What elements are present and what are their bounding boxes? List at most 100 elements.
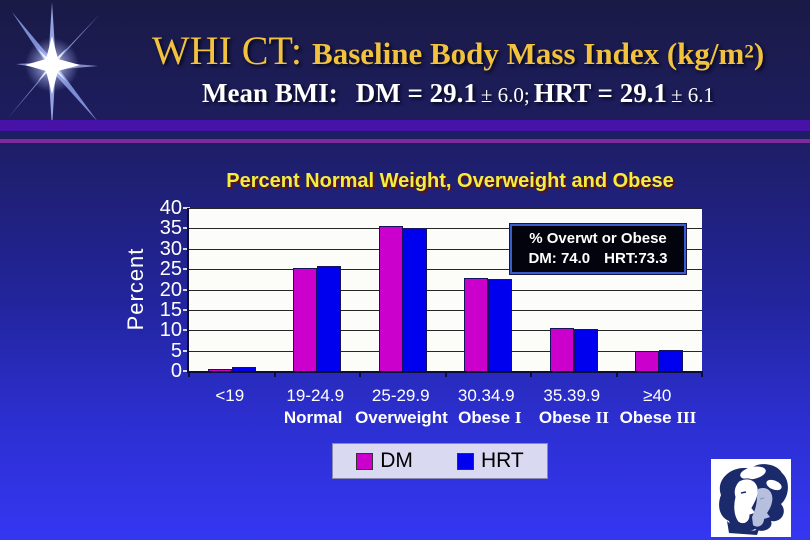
x-tick-mark	[530, 371, 532, 377]
x-tick-mark	[701, 371, 703, 377]
y-tick-label: 20	[159, 278, 182, 301]
bar-dm-30.34.9	[464, 278, 489, 371]
bar-dm-19-24.9	[293, 267, 318, 371]
bar-group-19-24.9	[275, 208, 361, 371]
bar-hrt-<19	[231, 366, 256, 371]
y-tick-mark	[183, 227, 190, 230]
annotation-line2: DM: 74.0 HRT:73.3	[512, 249, 684, 269]
roman-numeral: III	[676, 408, 697, 427]
x-tick-label: <19	[215, 386, 245, 405]
title-close: )	[753, 36, 765, 71]
legend-item-dm: DM	[356, 449, 413, 473]
bar-dm-35.39.9	[549, 328, 574, 371]
x-tick-label: ≥40	[643, 386, 672, 405]
y-tick-label: 10	[159, 319, 182, 342]
bar-group-<19	[189, 208, 275, 371]
x-class-label: Obese III	[619, 408, 697, 427]
y-tick-label: 5	[170, 339, 182, 362]
bar-hrt-19-24.9	[317, 266, 342, 371]
y-tick-label: 0	[170, 360, 182, 382]
x-axis-labels: <19 19-24.9 25-29.9 30.34.9 35.39.9 ≥40	[187, 386, 700, 406]
chart-title: Percent Normal Weight, Overweight and Ob…	[226, 170, 674, 192]
legend-label-dm: DM	[380, 449, 413, 472]
y-axis-labels: 40 35 30 25 20 15 10 5 0	[128, 197, 190, 382]
y-tick-label: 25	[159, 258, 182, 281]
title-main: Baseline Body Mass Index (kg/m	[312, 36, 745, 71]
bar-hrt-30.34.9	[488, 278, 513, 371]
gridline	[189, 289, 702, 291]
y-tick-mark	[183, 247, 190, 250]
annotation-line1: % Overwt or Obese	[529, 229, 667, 247]
gridline	[189, 269, 702, 271]
y-tick-mark	[183, 268, 190, 271]
y-tick-mark	[183, 329, 190, 332]
y-tick-label: 40	[159, 197, 182, 219]
roman-numeral: II	[595, 408, 609, 427]
bar-hrt-35.39.9	[573, 328, 598, 371]
x-class-labels: Normal Overweight Obese I Obese II Obese III	[187, 408, 700, 428]
subtitle-label: Mean BMI:	[202, 78, 338, 108]
divider-bar	[0, 120, 810, 131]
x-tick-mark	[188, 371, 190, 377]
x-class-label	[187, 408, 271, 428]
y-tick-mark	[183, 288, 190, 291]
roman-numeral: I	[514, 408, 522, 427]
whi-women-logo-icon	[711, 459, 791, 540]
subtitle-hrt: HRT = 29.1	[533, 78, 667, 108]
starburst-logo-icon	[0, 0, 140, 137]
x-tick-mark	[615, 371, 618, 377]
x-tick-mark	[273, 371, 276, 377]
annotation-box: % Overwt or Obese DM: 74.0 HRT:73.3	[509, 223, 687, 275]
y-tick-label: 15	[159, 298, 182, 321]
bar-group-30.34.9	[446, 208, 532, 371]
x-tick-mark	[359, 371, 361, 377]
subtitle-dm: DM = 29.1	[355, 78, 477, 108]
plot-area	[187, 208, 703, 377]
x-class-label: Obese I	[458, 408, 522, 427]
x-class-label: Obese II	[538, 408, 609, 427]
y-tick-mark	[183, 308, 190, 311]
header: WHI CT: Baseline Body Mass Index (kg/m2)…	[120, 30, 796, 109]
x-tick-label: 25-29.9	[371, 386, 430, 405]
gridline	[189, 309, 702, 311]
bar-groups	[189, 208, 702, 371]
subtitle-dm-sd: ± 6.0;	[480, 83, 530, 107]
bar-hrt-≥40	[659, 349, 684, 371]
legend-swatch-hrt	[456, 452, 474, 470]
x-tick-label: 19-24.9	[286, 386, 345, 405]
gridline	[189, 248, 702, 250]
y-tick-mark	[183, 370, 190, 372]
y-tick-mark	[183, 349, 190, 352]
x-tick-label: 30.34.9	[457, 386, 515, 405]
x-tick-mark	[444, 371, 447, 377]
bar-dm-<19	[207, 368, 232, 371]
bar-hrt-25-29.9	[402, 228, 427, 371]
legend-item-hrt: HRT	[456, 449, 524, 473]
title-prefix: WHI CT:	[151, 28, 313, 73]
page-subtitle: Mean BMI: DM = 29.1 ± 6.0; HRT = 29.1 ± 6…	[120, 78, 796, 109]
legend-swatch-dm	[356, 452, 374, 470]
gridline	[189, 208, 702, 209]
page-title: WHI CT: Baseline Body Mass Index (kg/m2)	[120, 30, 796, 72]
gridline	[189, 228, 702, 230]
y-tick-mark	[183, 207, 190, 209]
y-tick-label: 35	[159, 217, 182, 240]
bar-dm-≥40	[635, 350, 660, 371]
title-superscript: 2	[744, 41, 754, 63]
x-class-label: Overweight	[355, 408, 448, 427]
gridline	[189, 330, 702, 332]
gridline	[189, 350, 702, 352]
bar-group-25-29.9	[360, 208, 446, 371]
annotation-hrt-value: HRT:73.3	[604, 250, 668, 267]
y-tick-label: 30	[159, 237, 182, 260]
x-class-label: Normal	[283, 408, 343, 427]
bar-group-35.39.9	[531, 208, 617, 371]
legend: DM HRT	[332, 443, 548, 479]
divider-line	[0, 139, 810, 143]
x-tick-label: 35.39.9	[543, 386, 601, 405]
bar-group-≥40	[617, 208, 703, 371]
legend-label-hrt: HRT	[480, 449, 524, 472]
subtitle-hrt-sd: ± 6.1	[670, 83, 714, 107]
bar-dm-25-29.9	[378, 225, 403, 371]
